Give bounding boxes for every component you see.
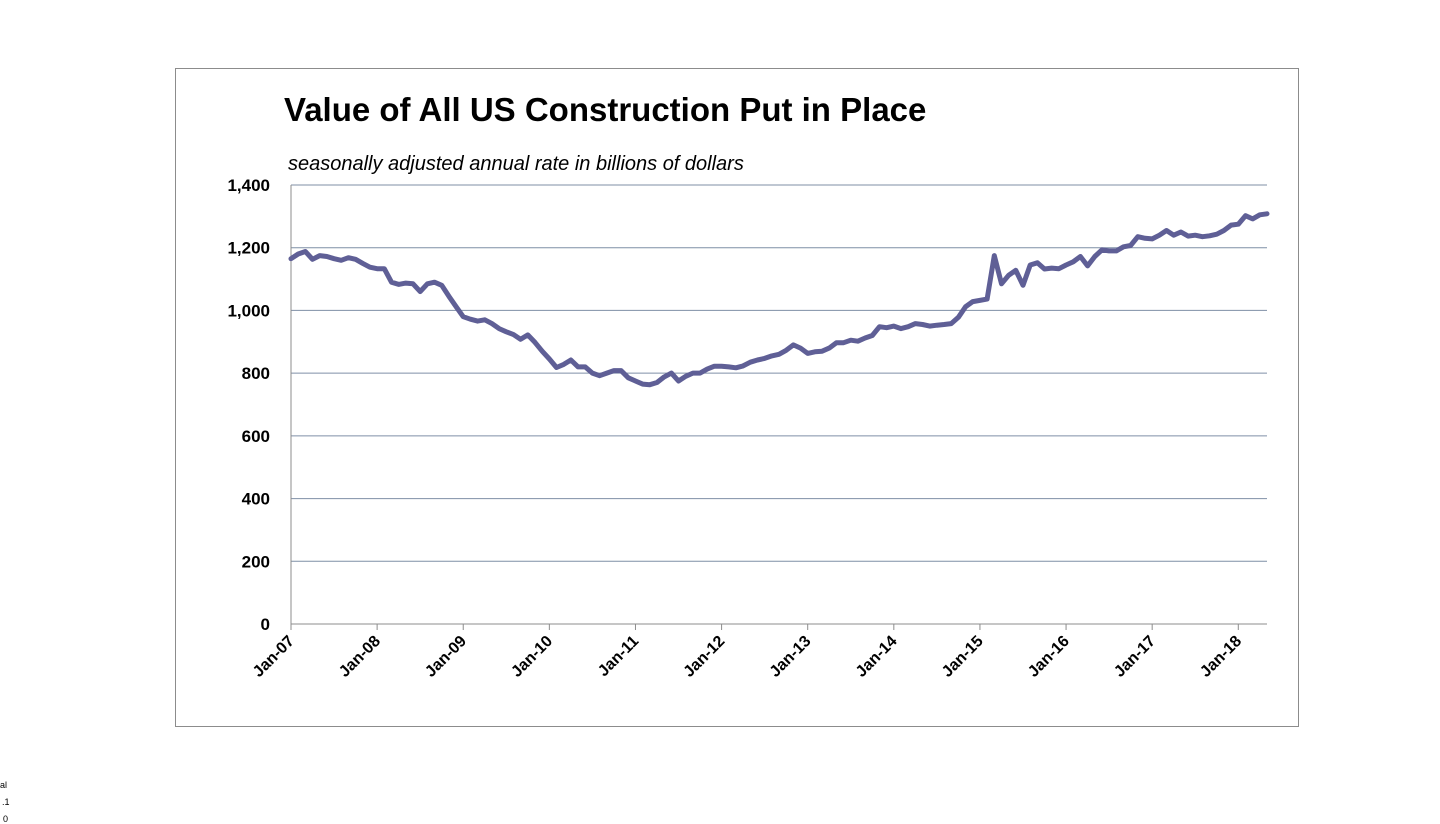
x-tick-label: Jan-15 — [939, 633, 987, 681]
x-tick-label: Jan-18 — [1197, 633, 1245, 681]
plot-area: 0 200 400 600 800 1,000 1,200 1,400 Jan-07 Jan-08… — [227, 176, 1270, 681]
y-tick-label: 1,000 — [227, 301, 270, 320]
y-tick-label: 1,400 — [227, 176, 270, 195]
y-tick-label: 0 — [261, 615, 270, 634]
y-tick-label: 600 — [242, 427, 270, 446]
x-tick-label: Jan-17 — [1111, 633, 1159, 681]
x-tick-label: Jan-16 — [1025, 633, 1073, 681]
x-tick-label: Jan-07 — [250, 633, 298, 681]
x-tick-label: Jan-09 — [422, 633, 470, 681]
x-tick-label: Jan-14 — [853, 633, 901, 681]
x-tick-label: Jan-13 — [767, 633, 815, 681]
y-tick-label: 1,200 — [227, 239, 270, 258]
series-line-0 — [288, 211, 1270, 388]
chart-subtitle: seasonally adjusted annual rate in billi… — [288, 153, 744, 175]
x-tick-label: Jan-08 — [336, 633, 384, 681]
chart-frame: Value of All US Construction Put in Plac… — [175, 68, 1299, 727]
x-tick-label: Jan-12 — [681, 633, 729, 681]
y-tick-label: 400 — [242, 490, 270, 509]
y-tick-label: 800 — [242, 364, 270, 383]
corner-fragment-1: al — [0, 780, 8, 790]
x-tick-label: Jan-11 — [595, 633, 642, 680]
y-tick-label: 200 — [242, 552, 270, 571]
chart-title: Value of All US Construction Put in Plac… — [284, 91, 927, 128]
x-tick-label: Jan-10 — [508, 633, 556, 681]
corner-fragment-2: .1 — [2, 797, 10, 807]
corner-fragment-3: 0 — [3, 814, 9, 824]
